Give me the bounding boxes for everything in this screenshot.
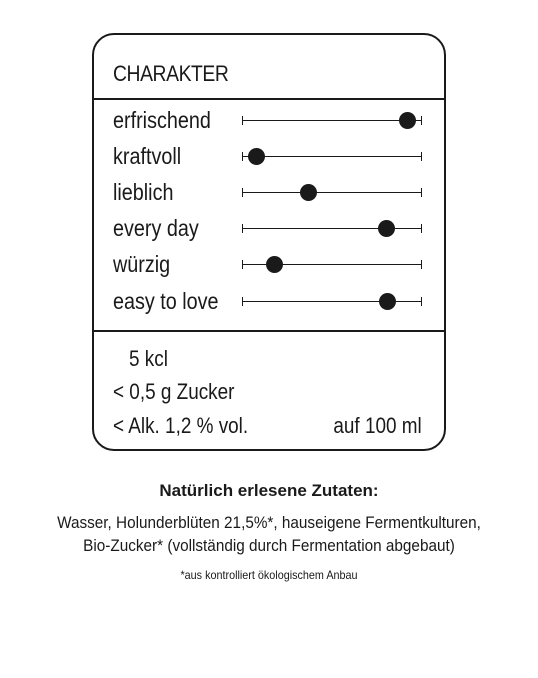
level-marker <box>247 148 265 165</box>
nutrition-reference: auf 100 ml <box>333 413 422 438</box>
characteristic-row: easy to love <box>94 286 444 316</box>
characteristic-scale <box>242 112 422 129</box>
characteristic-label: easy to love <box>113 288 219 314</box>
scale-start-tick <box>242 297 243 306</box>
scale-end-tick <box>421 297 422 306</box>
nutrition-energy: 5 kcl <box>129 346 168 371</box>
characteristic-label: kraftvoll <box>113 143 182 169</box>
characteristic-row: every day <box>94 213 444 243</box>
level-marker <box>399 112 417 129</box>
characteristic-scale <box>242 220 422 237</box>
characteristic-label: every day <box>113 215 199 241</box>
characteristic-label: lieblich <box>113 179 174 205</box>
nutrition-alcohol: < Alk. 1,2 % vol. <box>113 413 249 438</box>
scale-start-tick <box>242 188 243 197</box>
ingredients-heading: Natürlich erlesene Zutaten: <box>159 481 379 500</box>
characteristic-label: würzig <box>113 251 171 277</box>
characteristic-row: erfrischend <box>94 105 444 135</box>
scale-start-tick <box>242 224 243 233</box>
scale-start-tick <box>242 116 243 125</box>
divider-top <box>94 98 444 100</box>
scale-end-tick <box>421 116 422 125</box>
level-marker <box>265 256 283 273</box>
characteristic-row: kraftvoll <box>94 141 444 171</box>
characteristic-scale <box>242 148 422 165</box>
level-marker <box>379 293 397 310</box>
scale-end-tick <box>421 188 422 197</box>
ingredients-footnote: *aus kontrolliert ökologischem Anbau <box>180 568 358 582</box>
scale-start-tick <box>242 152 243 161</box>
level-marker <box>300 184 318 201</box>
scale-end-tick <box>421 224 422 233</box>
character-card: CHARAKTER erfrischend kraftvoll lieblich… <box>92 33 446 451</box>
characteristic-label: erfrischend <box>113 107 211 133</box>
card-title: CHARAKTER <box>113 61 229 86</box>
characteristic-scale <box>242 293 422 310</box>
ingredients-line-2: Bio-Zucker* (vollständig durch Fermentat… <box>83 536 455 555</box>
nutrition-sugar: < 0,5 g Zucker <box>113 379 235 404</box>
scale-start-tick <box>242 260 243 269</box>
characteristic-scale <box>242 184 422 201</box>
scale-end-tick <box>421 152 422 161</box>
characteristic-row: lieblich <box>94 177 444 207</box>
divider-middle <box>94 330 444 332</box>
ingredients-line-1: Wasser, Holunderblüten 21,5%*, hauseigen… <box>57 513 481 532</box>
scale-end-tick <box>421 260 422 269</box>
characteristic-row: würzig <box>94 249 444 279</box>
level-marker <box>377 220 395 237</box>
characteristic-scale <box>242 256 422 273</box>
